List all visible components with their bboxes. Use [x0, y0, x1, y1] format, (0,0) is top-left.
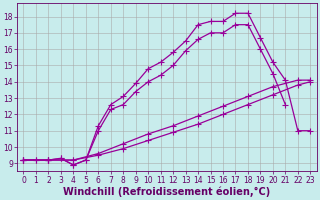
X-axis label: Windchill (Refroidissement éolien,°C): Windchill (Refroidissement éolien,°C)	[63, 186, 270, 197]
